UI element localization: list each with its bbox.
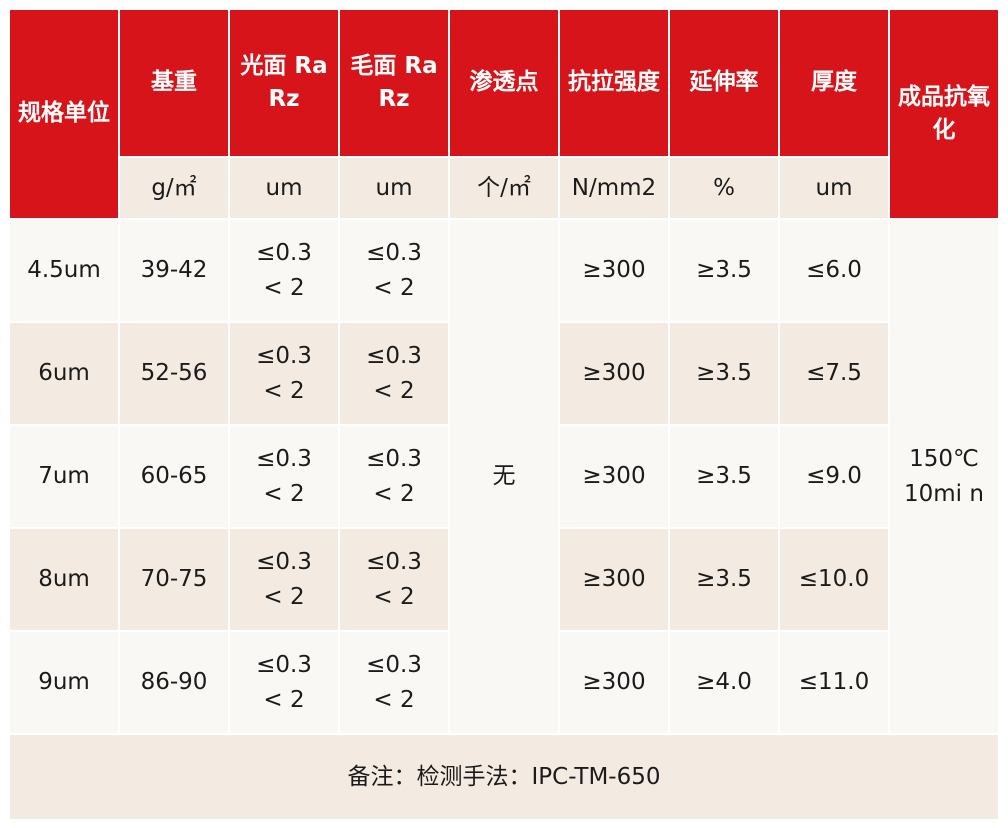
cell-spec: 9um xyxy=(10,632,118,733)
cell-weight: 70-75 xyxy=(120,529,228,630)
cell-matte: ≤0.3 < 2 xyxy=(340,632,448,733)
cell-thick: ≤10.0 xyxy=(780,529,888,630)
cell-shiny: ≤0.3 < 2 xyxy=(230,632,338,733)
cell-spec: 8um xyxy=(10,529,118,630)
cell-matte: ≤0.3 < 2 xyxy=(340,529,448,630)
cell-elong: ≥3.5 xyxy=(670,323,778,424)
cell-shiny: ≤0.3 < 2 xyxy=(230,323,338,424)
cell-tensile: ≥300 xyxy=(560,220,668,321)
cell-spec: 6um xyxy=(10,323,118,424)
unit-thickness: um xyxy=(780,158,888,218)
unit-tensile: N/mm2 xyxy=(560,158,668,218)
cell-shiny: ≤0.3 < 2 xyxy=(230,529,338,630)
cell-thick: ≤9.0 xyxy=(780,426,888,527)
penetration-value: 无 xyxy=(450,220,558,733)
footnote: 备注：检测手法：IPC-TM-650 xyxy=(10,735,998,819)
cell-thick: ≤6.0 xyxy=(780,220,888,321)
cell-tensile: ≥300 xyxy=(560,529,668,630)
header-weight: 基重 xyxy=(120,10,228,156)
cell-matte: ≤0.3 < 2 xyxy=(340,323,448,424)
cell-tensile: ≥300 xyxy=(560,426,668,527)
unit-shiny: um xyxy=(230,158,338,218)
cell-thick: ≤7.5 xyxy=(780,323,888,424)
cell-elong: ≥4.0 xyxy=(670,632,778,733)
header-oxidation: 成品抗氧化 xyxy=(890,10,998,218)
cell-weight: 60-65 xyxy=(120,426,228,527)
header-spec: 规格单位 xyxy=(10,10,118,218)
cell-elong: ≥3.5 xyxy=(670,529,778,630)
unit-matte: um xyxy=(340,158,448,218)
unit-weight: g/㎡ xyxy=(120,158,228,218)
header-shiny-roughness: 光面 Ra Rz xyxy=(230,10,338,156)
cell-tensile: ≥300 xyxy=(560,323,668,424)
cell-spec: 7um xyxy=(10,426,118,527)
cell-shiny: ≤0.3 < 2 xyxy=(230,220,338,321)
unit-penetration: 个/㎡ xyxy=(450,158,558,218)
cell-weight: 52-56 xyxy=(120,323,228,424)
cell-weight: 39-42 xyxy=(120,220,228,321)
cell-matte: ≤0.3 < 2 xyxy=(340,426,448,527)
cell-matte: ≤0.3 < 2 xyxy=(340,220,448,321)
header-thickness: 厚度 xyxy=(780,10,888,156)
cell-elong: ≥3.5 xyxy=(670,220,778,321)
cell-shiny: ≤0.3 < 2 xyxy=(230,426,338,527)
cell-weight: 86-90 xyxy=(120,632,228,733)
unit-elongation: % xyxy=(670,158,778,218)
cell-spec: 4.5um xyxy=(10,220,118,321)
cell-elong: ≥3.5 xyxy=(670,426,778,527)
cell-tensile: ≥300 xyxy=(560,632,668,733)
spec-table: 规格单位 基重 光面 Ra Rz 毛面 Ra Rz 渗透点 抗拉强度 延伸率 厚… xyxy=(10,10,998,819)
oxidation-value: 150℃ 10mi n xyxy=(890,220,998,733)
header-penetration: 渗透点 xyxy=(450,10,558,156)
header-tensile: 抗拉强度 xyxy=(560,10,668,156)
header-matte-roughness: 毛面 Ra Rz xyxy=(340,10,448,156)
cell-thick: ≤11.0 xyxy=(780,632,888,733)
header-elongation: 延伸率 xyxy=(670,10,778,156)
